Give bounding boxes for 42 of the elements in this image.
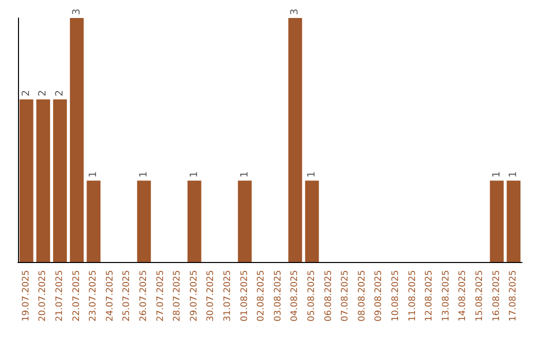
x-tick-label: 01.08.2025 bbox=[240, 270, 250, 322]
x-tick-label: 22.07.2025 bbox=[72, 270, 82, 322]
x-tick-label: 09.08.2025 bbox=[374, 270, 384, 322]
x-tick-label: 19.07.2025 bbox=[21, 270, 32, 322]
data-label: 1 bbox=[508, 171, 520, 178]
data-label: 1 bbox=[138, 171, 150, 178]
data-label: 1 bbox=[306, 171, 318, 178]
x-tick-label: 31.07.2025 bbox=[223, 270, 233, 322]
x-tick-label: 04.08.2025 bbox=[290, 270, 300, 322]
x-tick-label: 03.08.2025 bbox=[273, 270, 284, 322]
data-label: 2 bbox=[54, 90, 66, 96]
data-label: 1 bbox=[491, 171, 502, 178]
x-tick-label: 05.08.2025 bbox=[307, 270, 317, 322]
data-label: 3 bbox=[71, 8, 82, 15]
x-tick-label: 14.08.2025 bbox=[458, 270, 468, 322]
x-tick-label: 08.08.2025 bbox=[357, 270, 368, 322]
x-tick-label: 25.07.2025 bbox=[122, 270, 132, 322]
data-label: 3 bbox=[290, 8, 301, 15]
x-tick-label: 24.07.2025 bbox=[105, 270, 116, 322]
x-tick-label: 02.08.2025 bbox=[256, 270, 267, 322]
x-tick-label: 23.07.2025 bbox=[88, 270, 99, 322]
x-tick-label: 28.07.2025 bbox=[172, 270, 183, 322]
x-tick-label: 27.07.2025 bbox=[156, 270, 166, 322]
x-tick-label: 15.08.2025 bbox=[475, 270, 485, 322]
x-tick-label: 13.08.2025 bbox=[441, 270, 452, 322]
data-label: 2 bbox=[20, 90, 32, 96]
x-tick-label: 26.07.2025 bbox=[139, 270, 149, 322]
data-label: 1 bbox=[239, 171, 250, 178]
x-tick-label: 10.08.2025 bbox=[391, 270, 401, 322]
x-tick-label: 11.08.2025 bbox=[408, 270, 418, 322]
data-label: 2 bbox=[38, 90, 49, 96]
x-tick-label: 21.07.2025 bbox=[55, 270, 65, 322]
x-tick-label: 06.08.2025 bbox=[324, 270, 334, 322]
x-tick-label: 30.07.2025 bbox=[206, 270, 216, 322]
x-tick-label: 07.08.2025 bbox=[340, 270, 351, 322]
x-tick-label: 12.08.2025 bbox=[424, 270, 435, 322]
x-tick-label: 20.07.2025 bbox=[38, 270, 48, 322]
x-tick-label: 16.08.2025 bbox=[492, 270, 502, 322]
data-label: 1 bbox=[88, 171, 100, 178]
x-tick-label: 29.07.2025 bbox=[189, 270, 200, 322]
data-label: 1 bbox=[188, 171, 200, 178]
x-tick-label: 17.08.2025 bbox=[508, 270, 519, 322]
